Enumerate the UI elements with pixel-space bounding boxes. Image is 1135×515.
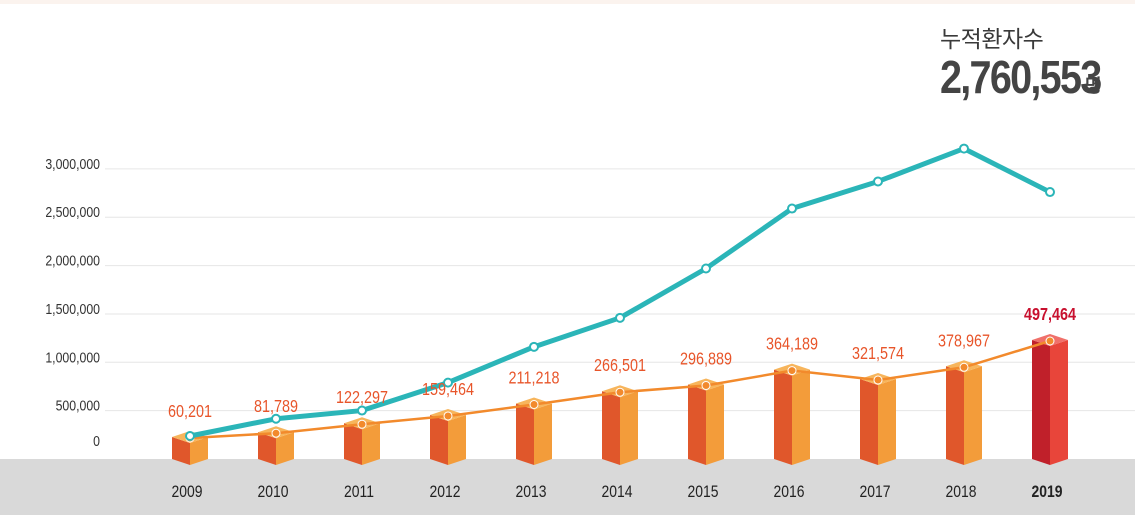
- trend-point: [873, 375, 883, 385]
- bar: [258, 426, 294, 465]
- total-patients-label: 누적환자수: [940, 26, 1044, 52]
- trend-point: [529, 399, 539, 409]
- bar-left-face: [774, 369, 792, 465]
- bar-right-face: [190, 437, 208, 465]
- trend-point: [1045, 336, 1055, 346]
- y-tick-label: 0: [93, 433, 100, 449]
- x-tick-label: 2012: [430, 483, 461, 502]
- cumulative-point: [443, 377, 453, 388]
- y-tick-label: 3,000,000: [45, 156, 100, 172]
- y-axis-ticks: 3,000,000 2,500,000 2,000,000 1,500,000 1,00…: [45, 156, 100, 450]
- y-tick-label: 500,000: [56, 398, 101, 414]
- bar-value-label: 81,789: [254, 397, 298, 417]
- bar-value-label: 321,574: [852, 344, 904, 364]
- y-tick-label: 1,000,000: [45, 349, 100, 365]
- bar-right-face: [620, 391, 638, 465]
- bar-value-label: 60,201: [168, 402, 212, 422]
- bar: [602, 385, 638, 465]
- cumulative-line: [185, 143, 1055, 441]
- bar-left-face: [172, 437, 190, 465]
- bar-value-label: 378,967: [938, 331, 990, 351]
- x-tick-label: 2010: [258, 483, 289, 502]
- x-axis-band: [0, 459, 1135, 515]
- x-tick-label: 2019: [1032, 483, 1063, 502]
- cumulative-point: [615, 312, 625, 323]
- value-labels: 60,201 81,789 122,297 159,464 211,218 266,501…: [168, 305, 1076, 422]
- bar-left-face: [258, 432, 276, 465]
- bar-left-face: [688, 384, 706, 465]
- bar: [774, 363, 810, 465]
- bar-left-face: [344, 423, 362, 465]
- bar-value-label: 211,218: [509, 368, 560, 388]
- bar-left-face: [516, 403, 534, 465]
- bars: [172, 334, 1068, 465]
- trend-point: [787, 366, 797, 376]
- bar-left-face: [946, 366, 964, 465]
- cumulative-point: [959, 143, 969, 154]
- bar: [1032, 334, 1068, 465]
- x-tick-label: 2014: [602, 483, 633, 502]
- trend-point: [271, 428, 281, 438]
- trend-point: [959, 362, 969, 372]
- bar-left-face: [860, 379, 878, 465]
- bar: [860, 373, 896, 465]
- bar: [688, 378, 724, 465]
- top-strip: [0, 0, 1135, 4]
- bar-value-label: 296,889: [680, 349, 732, 369]
- trend-point: [357, 419, 367, 429]
- cumulative-point: [787, 203, 797, 214]
- bar-right-face: [1050, 340, 1068, 465]
- bar-left-face: [602, 391, 620, 465]
- bar-right-face: [534, 403, 552, 465]
- bar-right-face: [362, 423, 380, 465]
- trend-point: [701, 380, 711, 390]
- total-patients: 2,760,553 명: [940, 50, 1127, 104]
- bar-value-label: 159,464: [422, 380, 474, 400]
- bar-right-face: [878, 379, 896, 465]
- bar-value-label: 266,501: [594, 356, 646, 376]
- bar-value-label: 364,189: [766, 334, 818, 354]
- bar-right-face: [448, 414, 466, 465]
- x-tick-label: 2017: [860, 483, 891, 502]
- x-tick-label: 2013: [516, 483, 547, 502]
- x-tick-label: 2015: [688, 483, 719, 502]
- bar-right-face: [706, 384, 724, 465]
- cumulative-point: [1045, 187, 1055, 198]
- cumulative-point: [185, 431, 195, 441]
- bar-value-label: 122,297: [336, 388, 388, 408]
- cumulative-point: [357, 405, 367, 416]
- x-tick-label: 2009: [172, 483, 203, 502]
- y-tick-label: 2,000,000: [45, 252, 100, 268]
- bar-value-label: 497,464: [1024, 305, 1076, 325]
- x-tick-label: 2016: [774, 483, 805, 502]
- bar-right-face: [964, 366, 982, 465]
- cumulative-point: [873, 176, 883, 187]
- total-patients-unit: 명: [1085, 76, 1102, 96]
- cumulative-point: [271, 413, 281, 424]
- cumulative-point: [701, 263, 711, 274]
- bar-right-face: [792, 369, 810, 465]
- cumulative-point: [529, 341, 539, 352]
- y-tick-label: 1,500,000: [45, 301, 100, 317]
- x-tick-label: 2011: [344, 483, 374, 502]
- trend-point: [443, 411, 453, 421]
- trend-point: [615, 387, 625, 397]
- bar-left-face: [1032, 340, 1050, 465]
- x-axis-ticks: 2009 2010 2011 2012 2013 2014 2015 2016 2017 2018…: [172, 483, 1063, 502]
- y-tick-label: 2,500,000: [45, 204, 100, 220]
- x-tick-label: 2018: [946, 483, 977, 502]
- total-patients-value: 2,760,553: [940, 51, 1102, 103]
- bar: [946, 360, 982, 465]
- bar-right-face: [276, 432, 294, 465]
- bar-left-face: [430, 414, 448, 465]
- bar: [344, 417, 380, 465]
